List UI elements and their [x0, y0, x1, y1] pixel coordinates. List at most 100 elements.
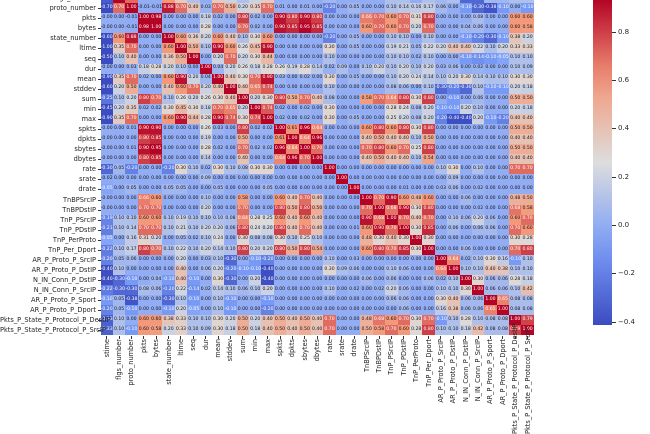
heatmap-cell: 0.70 — [397, 214, 410, 225]
y-tick — [97, 98, 101, 100]
heatmap-cell: 0.00 — [335, 0, 349, 4]
colorbar-tick — [612, 128, 616, 130]
heatmap-cell: 1.00 — [521, 325, 534, 336]
heatmap-cell: -0.10 — [224, 295, 237, 306]
heatmap-cell: 0.14 — [397, 3, 410, 14]
heatmap-cell: 0.00 — [484, 194, 497, 205]
heatmap-cell: 0.00 — [410, 305, 423, 316]
heatmap-cell: 0.00 — [360, 254, 373, 265]
heatmap-cell: 0.00 — [335, 315, 349, 326]
heatmap-cell: 0.10 — [112, 224, 126, 235]
heatmap-cell: 0.10 — [434, 325, 448, 336]
heatmap-cell: 0.20 — [211, 264, 225, 276]
column-label-pkts: pkts — [139, 339, 148, 354]
heatmap-cell: 0.02 — [211, 13, 225, 24]
heatmap-cell: 0.00 — [137, 184, 150, 195]
heatmap-cell: 0.20 — [422, 113, 435, 124]
column-label-TnP_PSrcIP: TnP_PSrcIP — [387, 339, 396, 375]
heatmap-cell: 0.03 — [199, 3, 212, 14]
heatmap-cell: 0.00 — [422, 305, 435, 316]
y-tick — [97, 259, 101, 261]
heatmap-cell: 0.70 — [521, 214, 534, 225]
row-label-AR_P_Proto_P_DstIP: AR_P_Proto_P_DstIP — [31, 265, 96, 274]
heatmap-cell: 0.00 — [335, 254, 349, 265]
y-tick — [97, 8, 101, 10]
row-label-pkts: pkts — [81, 14, 96, 23]
heatmap-cell: 0.90 — [174, 73, 188, 84]
heatmap-cell: 0.40 — [385, 234, 398, 245]
heatmap-cell: 0.05 — [348, 73, 361, 84]
y-tick — [97, 320, 101, 322]
heatmap-cell: 0.50 — [236, 315, 250, 326]
heatmap-cell: 0.00 — [150, 73, 163, 84]
heatmap-cell: 0.22 — [422, 43, 435, 54]
heatmap-cell: 0.00 — [273, 83, 287, 94]
row-label-srate: srate — [79, 175, 96, 184]
heatmap-cell: 0.74 — [224, 113, 237, 124]
row-label-ltime: ltime — [79, 44, 96, 53]
heatmap-cell: 0.00 — [335, 275, 349, 286]
colorbar-tick-label: 0.6 — [618, 75, 630, 84]
heatmap-cell: -0.00 — [100, 134, 113, 145]
heatmap-cell: 0.28 — [261, 63, 274, 74]
heatmap-cell: 0.00 — [298, 83, 311, 94]
heatmap-cell: 0.01 — [125, 123, 138, 135]
heatmap-cell: 0.60 — [150, 315, 163, 326]
heatmap-cell: 0.00 — [434, 174, 448, 185]
heatmap-cell: 0.20 — [422, 63, 435, 74]
heatmap-cell: -0.10 — [125, 275, 138, 286]
heatmap-cell: 0.02 — [137, 73, 150, 84]
heatmap-cell: 0.22 — [174, 285, 188, 296]
heatmap-cell: 0.00 — [286, 53, 299, 64]
y-tick — [97, 48, 101, 50]
heatmap-cell: 0.00 — [360, 103, 373, 114]
heatmap-cell: -0.20 — [100, 305, 113, 316]
heatmap-cell: 0.70 — [397, 315, 410, 326]
heatmap-cell: 0.40 — [224, 93, 237, 104]
heatmap-cell: 1.00 — [323, 164, 336, 175]
heatmap-cell: 1.00 — [434, 254, 448, 265]
heatmap-cell: -0.10 — [484, 83, 497, 94]
y-tick — [97, 68, 101, 70]
heatmap-cell: 0.00 — [249, 184, 262, 195]
heatmap-cell: 0.00 — [459, 123, 472, 135]
x-tick — [291, 335, 293, 339]
heatmap-cell: 0.00 — [224, 194, 237, 205]
heatmap-cell: 0.00 — [484, 244, 497, 255]
row-label-Pkts_P_State_P_Protocol_P_DestIP: Pkts_P_State_P_Protocol_P_DestIP — [0, 316, 111, 325]
heatmap-cell: 0.18 — [521, 83, 534, 94]
heatmap-cell: 0.05 — [112, 305, 126, 316]
heatmap-cell: 0.64 — [434, 264, 448, 276]
heatmap-cell: 0.06 — [459, 305, 472, 316]
heatmap-cell: 0.00 — [162, 264, 175, 276]
heatmap-cell: 0.06 — [236, 285, 250, 296]
heatmap-cell: 0.00 — [434, 33, 448, 44]
heatmap-cell: 0.70 — [422, 23, 435, 34]
heatmap-cell: 0.00 — [372, 3, 386, 14]
heatmap-cell: -0.30 — [112, 275, 126, 286]
heatmap-cell: 0.00 — [187, 123, 200, 135]
heatmap-cell: 0.00 — [310, 113, 324, 124]
heatmap-cell: 0.36 — [162, 53, 175, 64]
heatmap-cell: 0.40 — [360, 154, 373, 165]
heatmap-cell: 0.00 — [348, 103, 361, 114]
heatmap-cell: -0.10 — [100, 295, 113, 306]
heatmap-cell: 1.00 — [360, 194, 373, 205]
heatmap-cell: 0.00 — [174, 13, 188, 24]
heatmap-cell: 0.00 — [112, 13, 126, 24]
heatmap-cell: 0.21 — [174, 224, 188, 235]
heatmap-cell: 0.20 — [199, 33, 212, 44]
heatmap-cell: 0.28 — [199, 113, 212, 124]
heatmap-cell: 0.04 — [459, 23, 472, 34]
heatmap-cell: 0.30 — [211, 93, 225, 104]
heatmap-cell: 0.30 — [447, 164, 460, 175]
heatmap-cell: 0.00 — [112, 184, 126, 195]
heatmap-cell: 0.02 — [459, 254, 472, 265]
heatmap-cell: 0.00 — [137, 275, 150, 286]
heatmap-cell: 0.00 — [385, 184, 398, 195]
x-tick — [106, 335, 108, 339]
heatmap-cell: 0.00 — [236, 184, 250, 195]
x-tick — [366, 335, 368, 339]
heatmap-cell: 0.42 — [471, 325, 485, 336]
heatmap-cell: 0.38 — [509, 33, 522, 44]
